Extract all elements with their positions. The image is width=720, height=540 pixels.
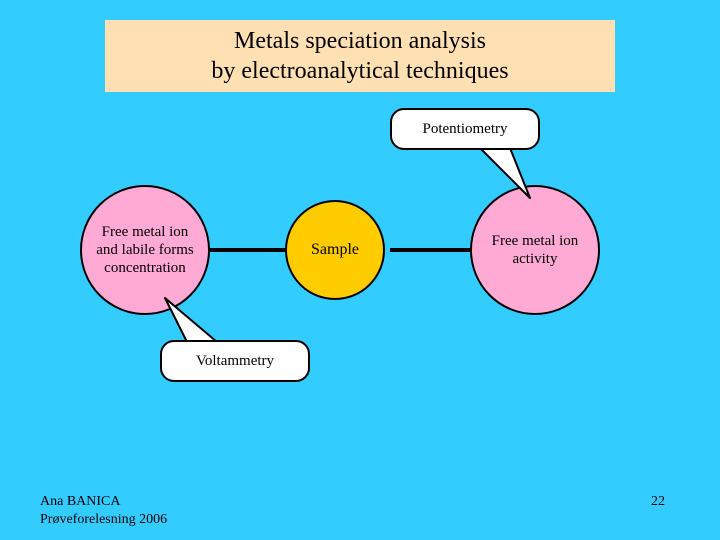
node-right-label-2: activity xyxy=(512,251,557,267)
node-right-label-1: Free metal ion xyxy=(492,233,579,249)
title-line-1: Metals speciation analysis xyxy=(105,26,615,56)
node-left-label-3: concentration xyxy=(104,260,186,276)
node-left-label-2: and labile forms xyxy=(96,242,193,258)
slide: Metals speciation analysis by electroana… xyxy=(0,0,720,540)
footer-author: Ana BANICA xyxy=(40,493,167,511)
callout-potentiometry-tail xyxy=(463,146,532,200)
callout-voltammetry-tail xyxy=(163,296,234,344)
footer: Ana BANICA Prøveforelesning 2006 xyxy=(40,493,167,528)
node-sample: Sample xyxy=(285,200,385,300)
node-center-label: Sample xyxy=(311,240,359,259)
callout-voltammetry: Voltammetry xyxy=(160,340,310,382)
title-bar: Metals speciation analysis by electroana… xyxy=(105,20,615,92)
node-left-label-1: Free metal ion xyxy=(102,224,189,240)
footer-event: Prøveforelesning 2006 xyxy=(40,511,167,529)
callout-potentiometry-label: Potentiometry xyxy=(423,121,508,138)
callout-voltammetry-label: Voltammetry xyxy=(196,353,274,370)
node-free-ion-activity: Free metal ion activity xyxy=(470,185,600,315)
page-number: 22 xyxy=(651,494,665,510)
title-line-2: by electroanalytical techniques xyxy=(105,56,615,86)
callout-potentiometry: Potentiometry xyxy=(390,108,540,150)
